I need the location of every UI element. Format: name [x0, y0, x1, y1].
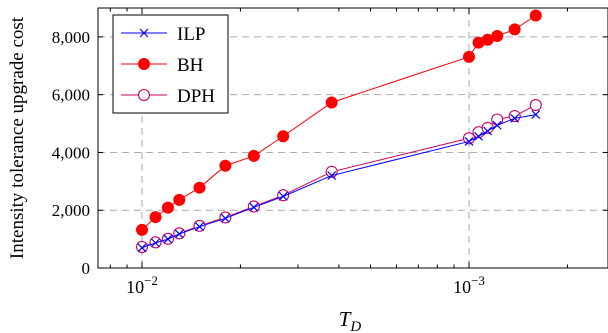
legend-label: ILP: [177, 24, 206, 45]
marker-stroke: [510, 113, 520, 123]
x-axis-label-sub: D: [349, 319, 361, 333]
data-point-bh: [193, 181, 206, 194]
ticks: 0 2,000 4,000 6,000 8,000 10−2 10−3: [52, 8, 608, 297]
marker-stroke: [492, 120, 502, 130]
data-point-ilp: [249, 202, 259, 212]
series-layer: [135, 9, 542, 253]
y-axis-label: Intensity tolerance upgrade cost: [7, 16, 28, 259]
marker-stroke: [474, 131, 483, 141]
series-bh: [136, 9, 542, 236]
data-point-bh: [173, 193, 186, 206]
marker-stroke: [249, 202, 259, 212]
y-tick-label: 8,000: [52, 28, 90, 47]
data-point-ilp: [327, 171, 337, 180]
legend-marker: [139, 28, 149, 38]
data-point-ilp: [151, 238, 160, 248]
data-point-ilp: [195, 222, 204, 232]
data-point-bh: [529, 9, 542, 22]
data-point-dph: [219, 211, 232, 224]
marker-stroke: [163, 234, 173, 244]
x-tick-label: 10−2: [126, 273, 158, 297]
marker-stroke: [327, 171, 337, 180]
data-point-ilp: [278, 191, 288, 201]
data-point-ilp: [220, 213, 230, 223]
data-point-dph: [247, 200, 260, 213]
marker-stroke: [464, 137, 474, 146]
data-point-dph: [135, 240, 149, 253]
data-point-ilp: [464, 137, 474, 146]
data-point-ilp: [483, 126, 493, 136]
data-point-ilp: [137, 243, 147, 253]
data-point-ilp: [510, 113, 520, 123]
legend-label: BH: [177, 55, 204, 76]
marker-stroke: [151, 238, 160, 248]
plot-frame: [97, 7, 608, 269]
data-point-bh: [491, 30, 504, 43]
data-point-dph: [277, 189, 290, 202]
y-tick-label: 6,000: [52, 86, 90, 105]
data-point-bh: [161, 201, 174, 214]
x-tick-label: 10−3: [453, 273, 485, 297]
legend: ILP BH DPH: [112, 14, 229, 114]
marker-stroke: [531, 110, 541, 120]
data-point-bh: [463, 50, 475, 63]
legend-entry-bh: BH: [121, 55, 204, 76]
data-point-dph: [193, 219, 206, 232]
marker-stroke: [174, 229, 184, 239]
marker-stroke: [195, 222, 204, 232]
data-point-ilp: [474, 131, 483, 141]
marker-stroke: [220, 213, 230, 223]
data-point-ilp: [163, 234, 173, 244]
y-tick-label: 2,000: [52, 201, 90, 220]
data-point-dph: [508, 109, 521, 123]
y-tick-label: 4,000: [52, 143, 90, 162]
legend-marker: [137, 88, 151, 102]
data-point-bh: [136, 223, 148, 236]
legend-entry-dph: DPH: [121, 86, 215, 107]
marker-stroke: [137, 243, 147, 253]
legend-label: DPH: [177, 86, 215, 107]
data-point-bh: [219, 159, 232, 172]
y-tick-label: 0: [82, 259, 91, 278]
marker-stroke: [139, 28, 149, 38]
data-point-ilp: [492, 120, 502, 130]
data-point-bh: [149, 211, 162, 224]
data-point-bh: [277, 130, 290, 143]
legend-marker: [138, 58, 150, 70]
series-ilp: [137, 110, 541, 253]
data-point-bh: [508, 23, 521, 36]
data-point-bh: [325, 96, 338, 109]
data-point-dph: [529, 99, 542, 112]
marker-stroke: [483, 126, 493, 136]
data-point-ilp: [174, 229, 184, 239]
x-axis-label-main: T: [339, 307, 352, 331]
svg-text:TD: TD: [339, 307, 362, 333]
x-axis-label: TD: [339, 307, 362, 333]
data-point-ilp: [531, 110, 541, 120]
legend-entry-ilp: ILP: [121, 24, 206, 45]
marker-stroke: [278, 191, 288, 201]
data-point-bh: [247, 149, 260, 162]
